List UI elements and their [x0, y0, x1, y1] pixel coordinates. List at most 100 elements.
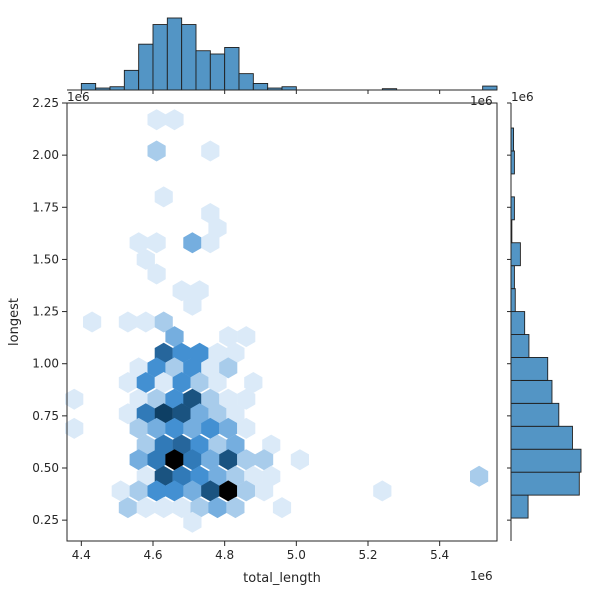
right-hist-bar [510, 471, 580, 496]
hex-cell [208, 465, 227, 487]
hex-cell [118, 311, 137, 333]
hex-cell [172, 403, 191, 425]
y-tick-label: 1.75 [32, 200, 59, 214]
top-hist-bar [152, 24, 168, 91]
hex-cell [172, 497, 191, 519]
hex-cell [219, 449, 238, 471]
hex-cell [136, 497, 155, 519]
top-hist-bar [138, 43, 154, 91]
hex-cell [244, 465, 263, 487]
hex-cell [65, 388, 84, 410]
hex-cell [147, 388, 166, 410]
right-hist-bar [510, 494, 529, 519]
y-tick-label: 2.00 [32, 148, 59, 162]
top-hist-bar [80, 83, 97, 91]
hex-cell [272, 497, 292, 519]
hex-cell [190, 465, 209, 487]
hex-cell [165, 417, 184, 439]
right-hist-bar [510, 196, 515, 221]
right-hist-bar [510, 150, 515, 175]
hex-cell [154, 497, 173, 519]
hex-cell [154, 311, 173, 333]
x-tick-label: 5.0 [287, 548, 306, 562]
hex-cell [147, 417, 166, 439]
hex-cell [65, 417, 84, 439]
y-tick-label: 1.50 [32, 252, 59, 266]
hex-cell [208, 497, 227, 519]
hex-cell [201, 417, 220, 439]
hex-cell [183, 511, 202, 533]
top-hist-offset-label: 1e6 [470, 94, 493, 108]
hex-cell [190, 342, 209, 364]
x-axis-title: total_length [243, 571, 321, 586]
hex-cell [118, 372, 137, 393]
hex-cell [172, 465, 191, 487]
x-axis-ticks: 4.4 4.6 4.8 5.0 5.2 5.4 [72, 541, 449, 562]
hex-cell [201, 449, 220, 471]
hex-cell [183, 449, 202, 471]
hex-cell [111, 480, 130, 502]
hex-cell [470, 465, 489, 487]
y-tick-label: 1.00 [32, 357, 59, 371]
hex-cell [219, 388, 238, 410]
hex-cell [147, 480, 166, 502]
top-hist-bar [224, 47, 240, 91]
hex-cell [129, 417, 148, 439]
hex-cell [165, 109, 184, 131]
right-hist-bar [510, 288, 516, 313]
hex-cell [165, 357, 184, 379]
hex-cell [190, 497, 209, 519]
y-tick-label: 2.25 [32, 96, 59, 110]
right-hist-bar [510, 311, 526, 335]
hex-cell [237, 388, 256, 410]
hex-cell [262, 465, 281, 487]
hex-cell [201, 140, 220, 162]
hex-cell [201, 232, 220, 254]
hex-cell [208, 434, 227, 456]
x-tick-label: 4.4 [72, 548, 91, 562]
top-hist-bar [238, 73, 254, 91]
hex-cell [165, 480, 184, 502]
x-offset-label: 1e6 [470, 569, 493, 583]
hex-cell [136, 372, 155, 393]
hex-cell [118, 403, 137, 425]
x-tick-label: 4.6 [143, 548, 162, 562]
marginal-x-histogram [80, 17, 498, 91]
hex-cell [255, 449, 274, 471]
top-hist-bar [166, 17, 183, 91]
hex-cell [262, 434, 281, 456]
hex-cell [154, 186, 173, 208]
hex-cell [183, 388, 202, 410]
top-hist-ticks [80, 90, 441, 94]
top-hist-bar [195, 50, 211, 91]
x-tick-label: 5.4 [430, 548, 449, 562]
hex-cell [147, 109, 166, 131]
hex-cell [373, 480, 392, 502]
hex-cell [147, 140, 166, 162]
hex-cell [190, 434, 209, 456]
hex-cell [154, 403, 173, 425]
hex-cell [201, 203, 220, 224]
hex-cell [244, 372, 263, 393]
hex-cell [226, 342, 245, 364]
x-tick-label: 5.2 [358, 548, 377, 562]
hex-cell [147, 263, 166, 285]
marginal-y-histogram [510, 127, 582, 519]
y-offset-label: 1e6 [67, 90, 90, 104]
hex-cell [226, 497, 245, 519]
hex-cell [190, 372, 209, 393]
hex-cell [129, 480, 148, 502]
y-axis-title: longest [7, 298, 22, 346]
hex-cell [172, 372, 191, 393]
hex-cell [208, 372, 227, 393]
hex-cell [183, 232, 202, 254]
hex-cell [183, 357, 202, 379]
hex-cell [237, 449, 256, 471]
hex-cell [136, 311, 155, 333]
hex-cell [226, 465, 245, 487]
right-hist-bar [510, 334, 530, 358]
y-tick-label: 0.75 [32, 409, 59, 423]
main-plot-frame [66, 102, 498, 542]
top-hist-bar [181, 24, 197, 91]
